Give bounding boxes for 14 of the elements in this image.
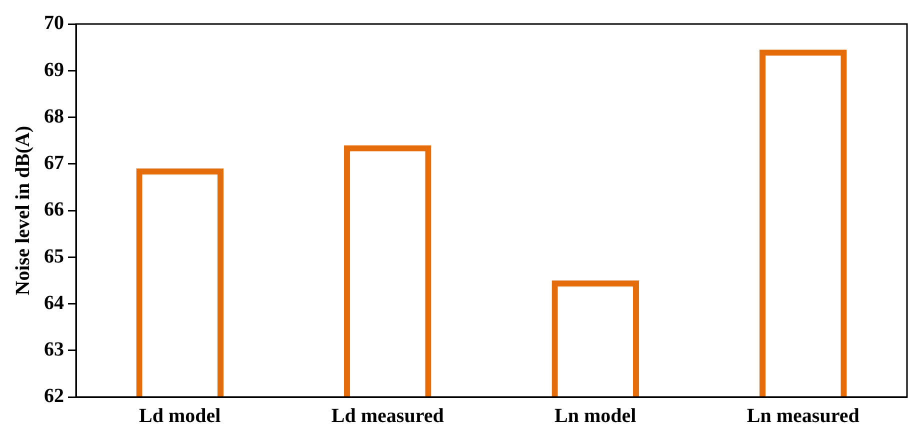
x-tick-label: Ln model (554, 405, 637, 428)
y-tick-label: 69 (44, 58, 64, 81)
x-tick-label: Ln measured (746, 405, 860, 428)
y-tick-label: 66 (44, 198, 64, 221)
y-axis-title: Noise level in dB(A) (12, 126, 34, 296)
y-tick-label: 68 (44, 105, 64, 128)
y-tick-label: 64 (44, 292, 64, 314)
y-tick-label: 67 (44, 152, 64, 174)
y-tick-label: 70 (44, 12, 64, 34)
x-tick-label: Ld model (139, 405, 222, 428)
x-tick-label: Ld measured (331, 405, 444, 428)
y-tick-label: 62 (44, 385, 64, 408)
y-tick-label: 63 (44, 338, 64, 361)
y-tick-label: 65 (44, 245, 64, 268)
